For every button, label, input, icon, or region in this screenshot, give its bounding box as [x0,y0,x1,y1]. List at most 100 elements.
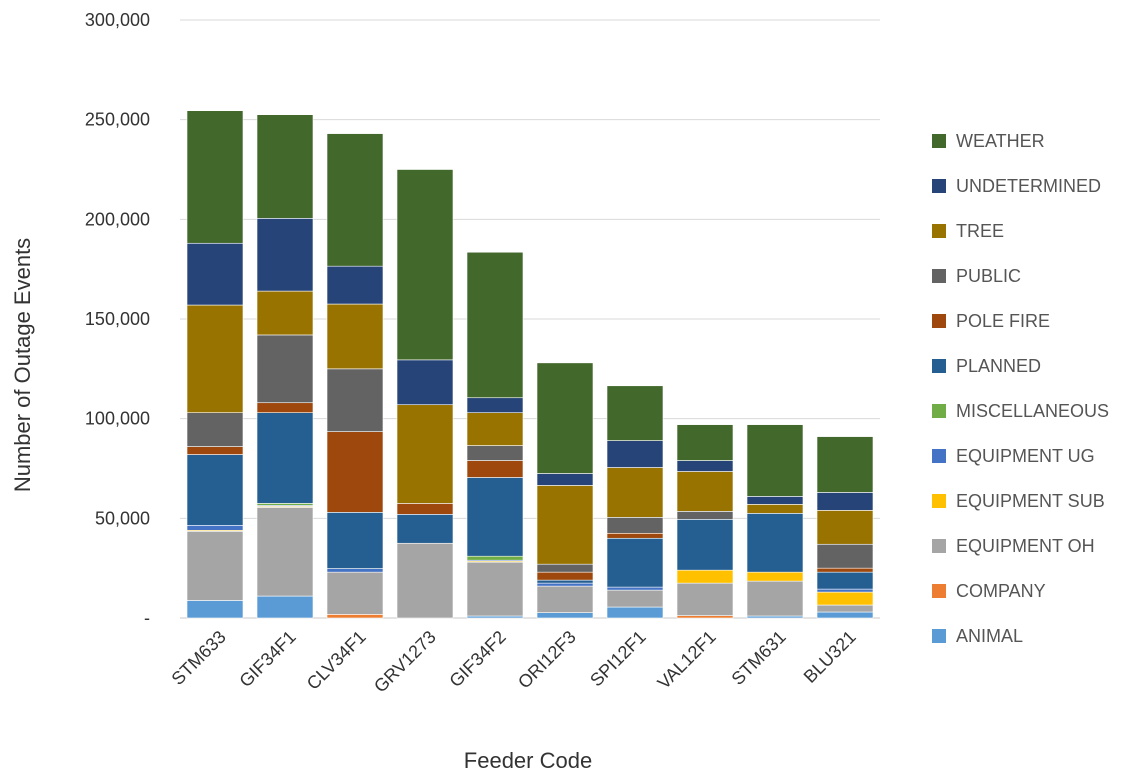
legend-swatch [932,449,946,463]
bar-segment [536,571,594,581]
legend-label: EQUIPMENT SUB [956,491,1105,511]
x-tick-label: STM631 [728,627,790,689]
legend-item: MISCELLANEOUS [932,401,1109,421]
bar-segment [326,303,384,370]
legend-swatch [932,584,946,598]
bar-segment [676,569,734,584]
bar-segment [536,582,594,587]
bar-segment [256,507,314,597]
legend-item: PLANNED [932,356,1041,376]
legend-item: UNDETERMINED [932,176,1101,196]
bar-segment [676,519,734,571]
legend-label: PLANNED [956,356,1041,376]
bar-segment [746,496,804,505]
x-tick-label: SPI12F1 [586,627,650,691]
y-tick-label: 100,000 [85,409,150,429]
legend-item: TREE [932,221,1004,241]
bar-segment [816,571,874,590]
x-tick-labels: STM633 GIF34F1 CLV34F1 GRV1273 GIF34F2 ORI12F… [168,627,860,697]
bar-segment [606,537,664,588]
bar-segment [816,436,874,493]
bar-segment [186,446,244,455]
bar-segment [606,589,664,608]
bar-segment [746,580,804,617]
bar-segment [256,595,314,619]
y-tick-label: 250,000 [85,110,150,130]
bar-segment [326,431,384,513]
legend-swatch [932,269,946,283]
legend-label: WEATHER [956,131,1045,151]
legend-label: PUBLIC [956,266,1021,286]
bar-segment [466,561,524,617]
bar-segment [186,525,244,531]
bar-segment [816,510,874,545]
legend-label: EQUIPMENT OH [956,536,1095,556]
legend-label: MISCELLANEOUS [956,401,1109,421]
bar-segment [466,460,524,478]
bar-segment [536,362,594,474]
bar-segment [256,218,314,292]
bar-segment [816,567,874,573]
legend-label: TREE [956,221,1004,241]
bar-segment [186,600,244,619]
bar-segment [466,412,524,446]
bar-segment [256,334,314,404]
x-tick-label: CLV34F1 [303,627,370,694]
bar-segment [676,615,734,619]
bar-segment [396,514,454,544]
x-axis-title: Feeder Code [464,748,592,770]
bar-segment [536,612,594,619]
bar-segment [466,251,524,399]
legend-swatch [932,629,946,643]
y-tick-label: - [144,608,150,628]
bar-segment [326,512,384,569]
bar-segment [186,242,244,306]
bar-segment [676,471,734,512]
bar-segment [256,114,314,219]
y-tick-label: 300,000 [85,10,150,30]
legend-item: PUBLIC [932,266,1021,286]
bar-segment [536,563,594,573]
bar-segment [676,511,734,520]
legend-swatch [932,314,946,328]
bar-segment [326,265,384,305]
legend-label: POLE FIRE [956,311,1050,331]
legend: WEATHER UNDETERMINED TREE PUBLIC POLE FIRE PL… [932,131,1109,646]
y-tick-label: 50,000 [95,508,150,528]
bar-segment [816,588,874,593]
legend-swatch [932,359,946,373]
bar-segment [676,424,734,461]
bar-segment [606,440,664,468]
legend-swatch [932,179,946,193]
y-tick-label: 200,000 [85,209,150,229]
legend-item: POLE FIRE [932,311,1050,331]
bar-segment [816,604,874,613]
bar-segment [536,585,594,613]
bar-segment [466,477,524,557]
bar-segment [746,504,804,514]
legend-item: WEATHER [932,131,1045,151]
legend-swatch [932,134,946,148]
bar-segment [466,555,524,561]
legend-label: COMPANY [956,581,1046,601]
bar-segment [186,110,244,244]
x-tick-label: VAL12F1 [654,627,720,693]
bar-segment [536,473,594,486]
bar-segment [186,304,244,413]
bar-segment [606,606,664,619]
y-tick-label: 150,000 [85,309,150,329]
x-tick-label: ORI12F3 [514,627,580,693]
legend-item: EQUIPMENT UG [932,446,1095,466]
x-tick-label: STM633 [168,627,230,689]
bar-segment [606,586,664,591]
bar-segment [396,404,454,504]
bar-segment [326,133,384,267]
bar-segment [326,568,384,573]
bar-segment [396,169,454,361]
x-tick-label: BLU321 [800,627,860,687]
bar-segment [676,460,734,472]
bar-segment [396,359,454,406]
bar-segment [326,368,384,432]
legend-swatch [932,494,946,508]
